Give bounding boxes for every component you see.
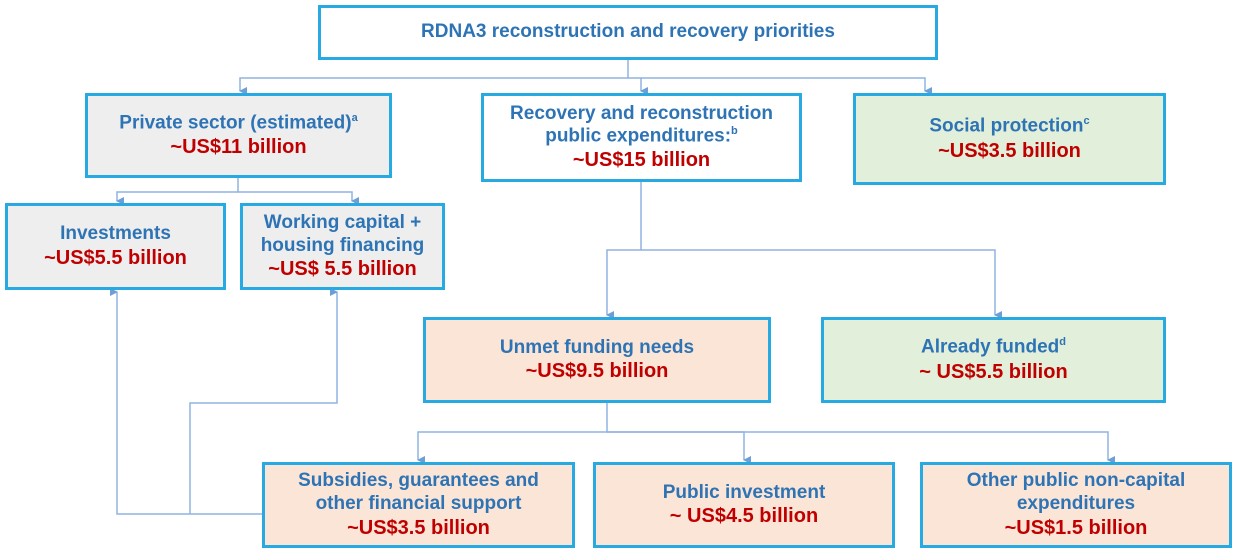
footnote-mark: b (731, 125, 738, 138)
node-box: Recovery and reconstruction public expend… (481, 93, 802, 182)
node-label: Public investment (663, 482, 826, 505)
label-text: Subsidies, guarantees and (298, 470, 539, 492)
node-box: Already fundedd ~ US$5.5 billion (821, 317, 1166, 403)
node-label: Other public non-capital (967, 470, 1186, 493)
label-text: Unmet funding needs (499, 336, 695, 358)
node-box: Private sector (estimated)a ~US$11 billio… (85, 93, 392, 178)
node-label: Investments (60, 223, 171, 246)
label-text: Social protection (929, 115, 1084, 137)
node-amount: ~US$15 billion (572, 149, 711, 172)
node-amount: ~US$3.5 billion (347, 516, 490, 539)
node-amount: ~US$1.5 billion (1004, 516, 1148, 539)
node-amount: ~ US$4.5 billion (669, 505, 819, 528)
node-label: Private sector (estimated)a (119, 112, 357, 135)
label-text: other financial support (315, 493, 522, 514)
node-box: Unmet funding needs ~US$9.5 billion (423, 317, 771, 403)
footnote-mark: a (351, 111, 358, 124)
node-amount: ~US$11 billion (170, 136, 307, 159)
node-box: Working capital + housing financing ~US$ 5… (240, 203, 445, 290)
node-label: Unmet funding needs (500, 337, 694, 360)
footnote-mark: d (1059, 336, 1067, 349)
label-text: Already funded (920, 336, 1060, 358)
node-amount: ~US$9.5 billion (525, 360, 669, 383)
footnote-mark: c (1083, 115, 1090, 128)
label-text: Investments (60, 223, 171, 245)
node-amount: ~US$ 5.5 billion (268, 258, 417, 281)
node-amount: ~US$3.5 billion (938, 139, 1081, 162)
label-text: expenditures (1016, 493, 1136, 514)
label-text: Recovery and reconstruction (510, 102, 773, 124)
node-label: housing financing (261, 235, 425, 258)
node-amount: ~ US$5.5 billion (919, 360, 1068, 383)
node-box: Other public non-capital expenditures ~US$… (920, 462, 1232, 548)
node-label: other financial support (316, 493, 522, 516)
node-label: Social protectionc (929, 115, 1089, 138)
title: RDNA3 reconstruction and recovery priori… (421, 21, 835, 43)
label-text: Private sector (estimated) (119, 112, 352, 134)
label-text: Working capital + (263, 211, 422, 233)
node-label: Already fundedd (921, 336, 1066, 359)
node-label: expenditures (1017, 493, 1135, 516)
node-box: Investments ~US$5.5 billion (5, 203, 226, 290)
label-text: public expenditures: (545, 125, 732, 147)
node-label: Recovery and reconstruction (510, 103, 773, 126)
node-amount: ~US$5.5 billion (44, 246, 187, 269)
node-box: Social protectionc ~US$3.5 billion (853, 93, 1166, 185)
label-text: housing financing (260, 234, 425, 256)
node-label: Subsidies, guarantees and (298, 470, 539, 493)
node-label: public expenditures:b (545, 125, 738, 148)
node-box: Subsidies, guarantees and other financial… (262, 462, 575, 548)
top-box: RDNA3 reconstruction and recovery priori… (318, 5, 938, 60)
node-box: Public investment ~ US$4.5 billion (593, 462, 895, 548)
label-text: Other public non-capital (966, 470, 1186, 492)
label-text: Public investment (662, 481, 826, 503)
node-label: Working capital + (264, 212, 422, 235)
